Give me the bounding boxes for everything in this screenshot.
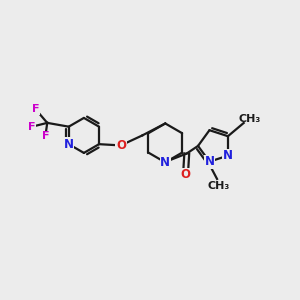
Text: O: O bbox=[181, 169, 190, 182]
Text: F: F bbox=[28, 122, 35, 132]
Text: O: O bbox=[116, 139, 126, 152]
Text: F: F bbox=[42, 131, 49, 142]
Text: N: N bbox=[64, 138, 74, 151]
Text: F: F bbox=[32, 104, 39, 114]
Text: CH₃: CH₃ bbox=[238, 114, 261, 124]
Text: N: N bbox=[160, 156, 170, 169]
Text: N: N bbox=[223, 149, 233, 162]
Text: CH₃: CH₃ bbox=[208, 181, 230, 191]
Text: N: N bbox=[205, 155, 214, 168]
